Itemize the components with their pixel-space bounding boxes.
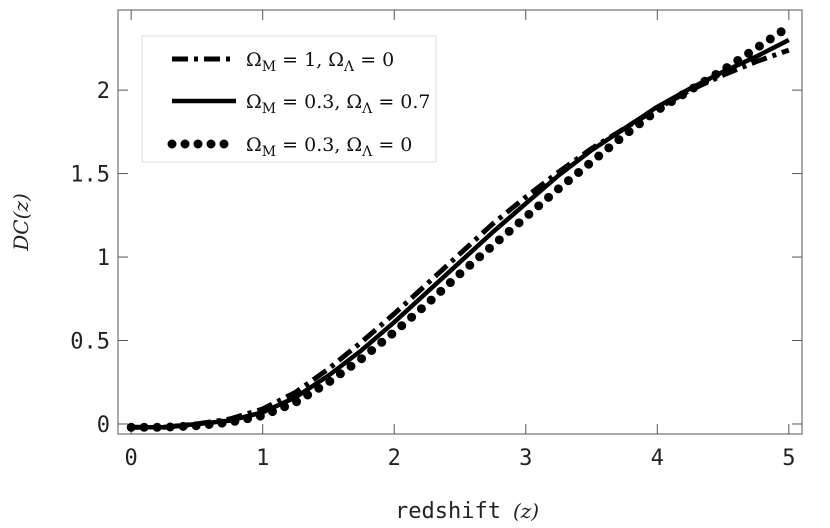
x-tick-label: 5: [782, 446, 795, 471]
legend-entry-2: ΩM = 0.3, ΩΛ = 0: [246, 134, 412, 160]
legend-entry-0: ΩM = 1, ΩΛ = 0: [246, 49, 394, 75]
axis-ticks: [118, 10, 802, 434]
x-tick-label: 3: [519, 446, 532, 471]
y-tick-label: 1: [97, 246, 110, 271]
y-axis-label: DC(z): [9, 193, 33, 251]
legend-entry-1: ΩM = 0.3, ΩΛ = 0.7: [246, 91, 431, 117]
series-line-1: [131, 37, 790, 430]
y-tick-label: 1.5: [70, 163, 110, 188]
x-tick-label: 0: [125, 446, 138, 471]
legend-samples: [167, 56, 241, 149]
y-tick-label: 2: [97, 79, 110, 104]
y-tick-label: 0.5: [70, 330, 110, 355]
x-axis-label: redshift (z): [395, 499, 539, 524]
y-tick-label: 0: [97, 413, 110, 438]
axis-tick-labels: 0 1 2 3 4 5 0 0.5 1 1.5 2: [70, 79, 795, 471]
plot-frame: [117, 9, 803, 435]
x-tick-label: 4: [651, 446, 664, 471]
series-layer: [126, 22, 794, 432]
x-tick-label: 1: [256, 446, 269, 471]
legend: ΩM = 1, ΩΛ = 0 ΩM = 0.3, ΩΛ = 0.7 ΩM = 0…: [141, 35, 437, 163]
x-tick-label: 2: [388, 446, 401, 471]
